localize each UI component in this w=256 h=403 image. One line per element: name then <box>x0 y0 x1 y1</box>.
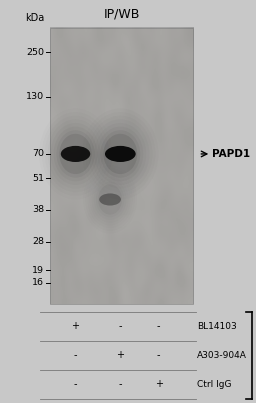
Text: kDa: kDa <box>25 13 44 23</box>
Text: -: - <box>74 351 77 360</box>
Text: -: - <box>157 351 161 360</box>
Ellipse shape <box>100 130 140 178</box>
Text: +: + <box>71 322 80 331</box>
Ellipse shape <box>99 193 121 206</box>
Text: -: - <box>157 322 161 331</box>
Text: BL14103: BL14103 <box>197 322 237 331</box>
Ellipse shape <box>56 130 95 178</box>
Text: 250: 250 <box>26 48 44 57</box>
Text: 38: 38 <box>32 205 44 214</box>
Text: A303-904A: A303-904A <box>197 351 247 360</box>
Text: IP: IP <box>255 351 256 360</box>
Text: 16: 16 <box>32 278 44 287</box>
Text: 70: 70 <box>32 150 44 158</box>
Ellipse shape <box>61 146 90 162</box>
Text: -: - <box>74 380 77 389</box>
Text: PAPD1: PAPD1 <box>212 149 251 159</box>
Ellipse shape <box>105 146 136 162</box>
Text: 28: 28 <box>32 237 44 246</box>
Text: 51: 51 <box>32 174 44 183</box>
Ellipse shape <box>103 134 137 174</box>
Text: 19: 19 <box>32 266 44 274</box>
Text: +: + <box>116 351 124 360</box>
Text: 130: 130 <box>26 92 44 101</box>
Bar <box>50 28 193 304</box>
Text: +: + <box>155 380 163 389</box>
Text: Ctrl IgG: Ctrl IgG <box>197 380 232 389</box>
Ellipse shape <box>59 134 92 174</box>
Text: -: - <box>119 380 122 389</box>
Text: IP/WB: IP/WB <box>103 8 140 21</box>
Text: -: - <box>119 322 122 331</box>
